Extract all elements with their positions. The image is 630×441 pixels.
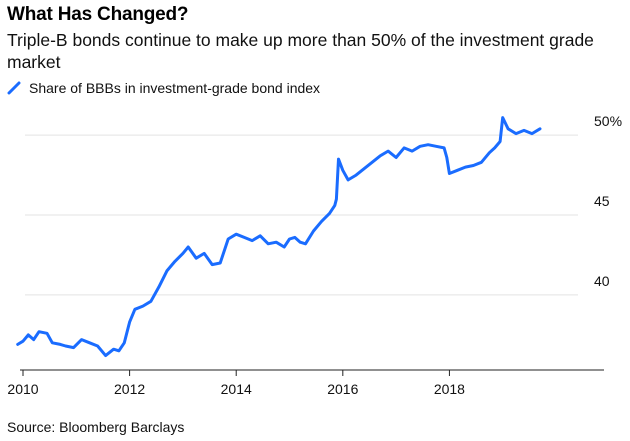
chart-legend: Share of BBBs in investment-grade bond i… [7,80,320,96]
y-axis-labels: 40 45 50% [594,113,622,289]
x-tick-label: 2016 [327,381,358,397]
y-tick-label: 40 [594,273,610,289]
x-axis: 2010 2012 2014 2016 2018 [7,369,604,397]
chart-title: What Has Changed? [7,4,189,25]
series-line-bbb-share [16,116,542,358]
x-tick-label: 2018 [434,381,465,397]
chart-subtitle: Triple-B bonds continue to make up more … [7,30,594,72]
legend-label: Share of BBBs in investment-grade bond i… [29,80,321,96]
y-tick-label: 45 [594,193,610,209]
x-tick-label: 2014 [221,381,252,397]
source-note: Source: Bloomberg Barclays [7,419,185,435]
y-tick-label: 50% [594,113,622,129]
series-layer [16,116,542,358]
gridlines [25,134,578,296]
x-tick-label: 2012 [114,381,145,397]
x-tick-label: 2010 [7,381,38,397]
legend-swatch-icon [7,81,21,95]
